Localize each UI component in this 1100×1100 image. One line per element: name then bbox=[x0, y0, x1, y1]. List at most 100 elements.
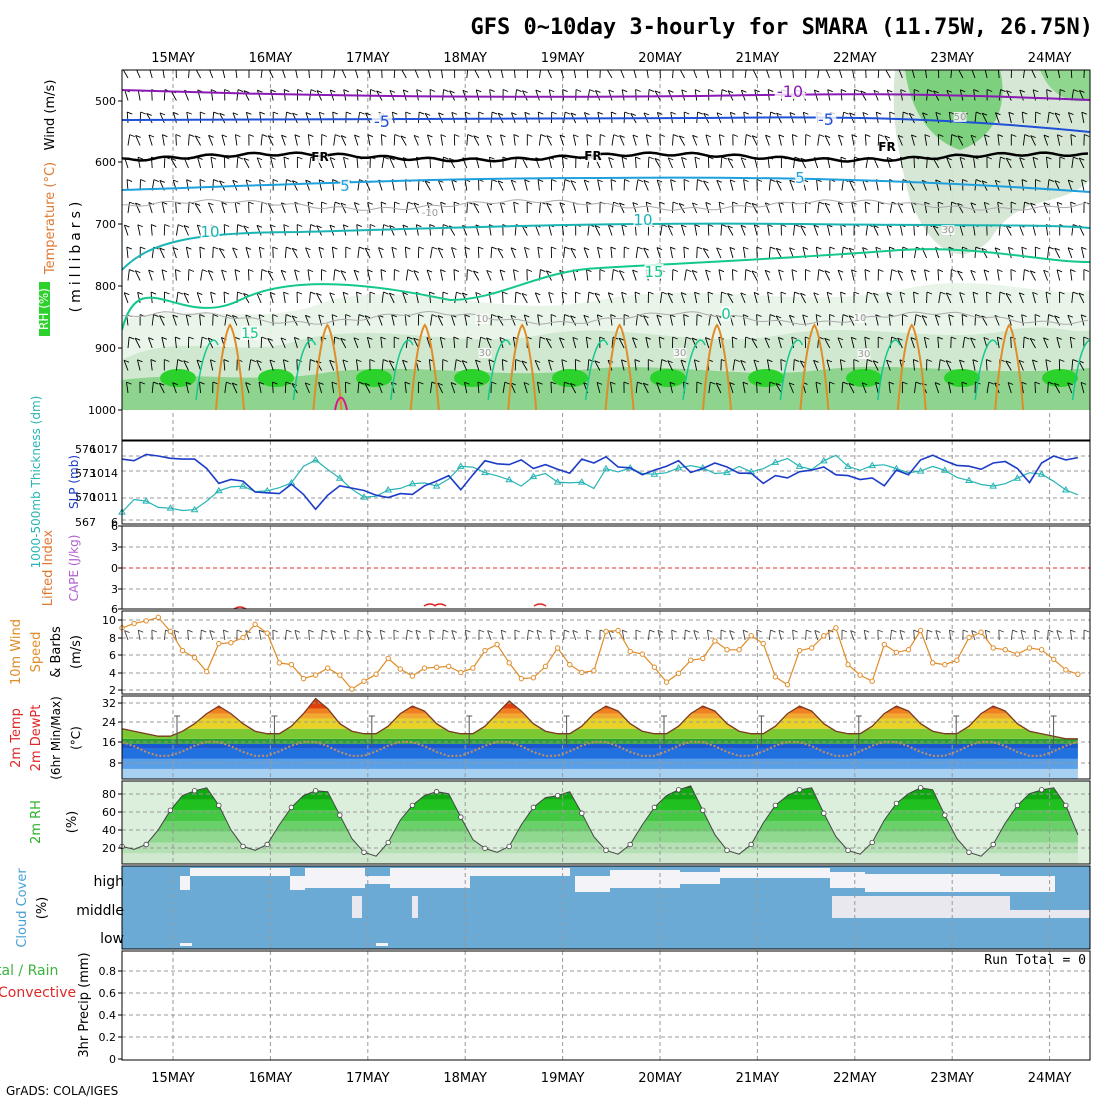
wind-barb-feather bbox=[1024, 269, 1030, 272]
wind-barb-feather bbox=[751, 202, 758, 206]
wind-barb bbox=[381, 157, 385, 169]
wind-barb-feather bbox=[310, 291, 316, 295]
wind-barb-feather bbox=[995, 179, 1001, 183]
slp-label: SLP (mb) bbox=[67, 455, 81, 509]
wind10-barb bbox=[379, 630, 383, 641]
wind-barb-feather bbox=[424, 112, 431, 116]
wind-barb bbox=[961, 246, 964, 259]
wind-barb-feather bbox=[383, 224, 389, 228]
wind-barb bbox=[212, 179, 214, 191]
wind10-barb bbox=[563, 629, 565, 641]
wind-barb-feather bbox=[776, 180, 782, 184]
wind-barb-feather bbox=[743, 314, 749, 318]
wind-barb bbox=[817, 134, 820, 146]
wind-barb-feather bbox=[272, 381, 278, 385]
wind-barb-feather bbox=[670, 246, 676, 250]
wind-barb-feather bbox=[889, 246, 895, 250]
wind-barb-feather bbox=[789, 112, 796, 116]
wind-barb bbox=[440, 269, 444, 281]
wind-barb bbox=[1007, 382, 1012, 394]
wind-speed-point bbox=[458, 669, 464, 676]
wind-barb bbox=[1030, 135, 1036, 146]
wind-barb-feather bbox=[910, 337, 917, 341]
wind-barb bbox=[546, 135, 552, 146]
wind-speed-point bbox=[325, 665, 331, 671]
wind10-barb-feather bbox=[891, 629, 897, 633]
contour-15-lobe bbox=[1071, 339, 1090, 401]
wind-barb-feather bbox=[365, 247, 371, 251]
thickness-point bbox=[1061, 486, 1070, 493]
wind-barb bbox=[793, 292, 795, 304]
wind-barb bbox=[331, 382, 335, 394]
wind10-barb-feather bbox=[308, 629, 314, 633]
wind-barb-feather bbox=[272, 246, 278, 250]
wind-barb bbox=[186, 112, 189, 124]
wind-barb-feather bbox=[683, 314, 689, 317]
wind-barb-feather bbox=[257, 89, 263, 93]
contour-label-bg bbox=[475, 314, 489, 324]
wind-barb-feather bbox=[946, 292, 952, 296]
wind-barb bbox=[995, 112, 1000, 124]
wind-barb bbox=[611, 337, 614, 349]
wind-speed-point bbox=[228, 640, 234, 646]
rh-point bbox=[796, 787, 803, 793]
wind-barb bbox=[1022, 134, 1026, 146]
wind-barb-feather bbox=[685, 336, 692, 340]
temp2m-label-4: (°C) bbox=[69, 726, 83, 750]
wind-barb bbox=[959, 292, 964, 304]
wind-barb-feather bbox=[389, 360, 395, 364]
wind-barb bbox=[608, 157, 613, 169]
wind-barb bbox=[342, 359, 347, 371]
wind-barb-feather bbox=[624, 179, 630, 182]
wind-barb bbox=[159, 315, 165, 326]
wind-barb bbox=[183, 292, 189, 304]
wind-barb-feather bbox=[224, 89, 230, 92]
cloud-level-low: low bbox=[100, 931, 124, 947]
wind10-barb-feather bbox=[564, 629, 570, 633]
wind-barb-feather bbox=[462, 292, 468, 296]
wind-barb-feather bbox=[451, 111, 458, 115]
wind-barb-feather bbox=[334, 269, 341, 272]
wind-barb bbox=[998, 89, 1001, 101]
wind-barb-feather bbox=[599, 269, 606, 272]
cloud-high-block bbox=[365, 876, 390, 884]
wind-barb bbox=[970, 135, 976, 146]
wind-barb bbox=[608, 89, 613, 101]
wind-barb-feather bbox=[369, 359, 375, 362]
wind-barb bbox=[934, 382, 940, 394]
wind-barb bbox=[908, 113, 915, 124]
wind-barb bbox=[272, 314, 274, 326]
wind-barb-feather bbox=[915, 314, 922, 318]
wind10-barb-feather bbox=[1070, 629, 1076, 633]
wind-barb-feather bbox=[959, 359, 965, 363]
top-date-label: 17MAY bbox=[346, 51, 390, 66]
rh-point bbox=[821, 810, 827, 816]
wind10-barb-feather bbox=[927, 629, 933, 633]
wind-barb bbox=[428, 359, 431, 371]
wind-barb bbox=[521, 225, 528, 236]
rh-tick: 80 bbox=[102, 788, 116, 801]
wind-barb-feather bbox=[537, 179, 544, 182]
wind-barb bbox=[889, 111, 891, 124]
wind-barb-feather bbox=[680, 359, 687, 363]
wind-barb bbox=[669, 314, 673, 326]
wind-barb bbox=[958, 70, 964, 79]
wind-barb-feather bbox=[440, 201, 446, 205]
wind-barb bbox=[135, 135, 141, 146]
wind-barb bbox=[380, 337, 383, 349]
wind-barb bbox=[913, 292, 915, 304]
wind-barb-feather bbox=[780, 291, 787, 295]
wind-barb bbox=[1070, 202, 1073, 214]
wind-barb bbox=[1018, 360, 1024, 371]
wind-barb-feather bbox=[981, 247, 987, 251]
wind-barb-feather bbox=[586, 269, 592, 272]
wind-barb-feather bbox=[329, 224, 336, 228]
wind-barb bbox=[151, 382, 154, 394]
wind-barb-feather bbox=[751, 270, 758, 274]
wind-barb bbox=[283, 224, 286, 236]
wind-barb-feather bbox=[610, 381, 616, 385]
contour-minus5 bbox=[122, 116, 1090, 133]
wind-barb bbox=[777, 337, 782, 349]
wind-barb-feather bbox=[429, 291, 435, 295]
wind-barb bbox=[284, 112, 288, 124]
